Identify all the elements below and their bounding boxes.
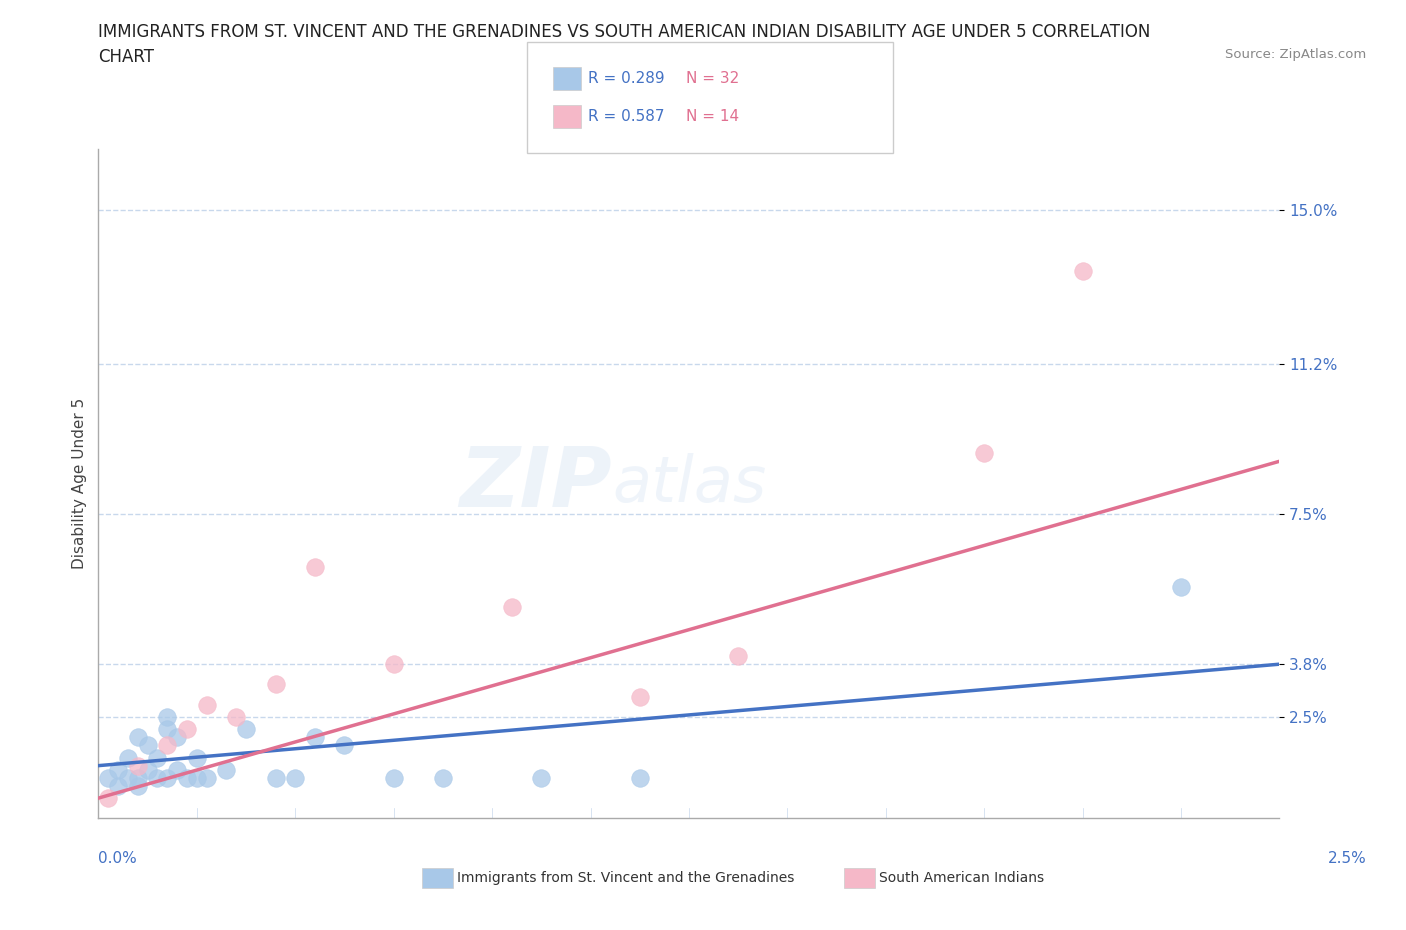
Text: South American Indians: South American Indians <box>879 870 1043 885</box>
Text: CHART: CHART <box>98 48 155 66</box>
Text: R = 0.587: R = 0.587 <box>588 109 664 124</box>
Text: N = 32: N = 32 <box>686 71 740 86</box>
Point <box>382 770 405 785</box>
Point <box>146 751 169 765</box>
Point <box>156 737 179 752</box>
Point <box>156 770 179 785</box>
Point <box>530 770 553 785</box>
Point <box>97 770 120 785</box>
Point <box>1071 263 1094 278</box>
Point <box>146 770 169 785</box>
Point <box>136 763 159 777</box>
Point <box>117 770 139 785</box>
Point <box>127 778 149 793</box>
Point <box>136 737 159 752</box>
Point <box>176 770 198 785</box>
Point <box>225 710 247 724</box>
Point <box>166 730 188 745</box>
Point <box>156 722 179 737</box>
Point <box>186 751 208 765</box>
Point <box>127 758 149 773</box>
Point <box>156 710 179 724</box>
Point <box>107 763 129 777</box>
Text: IMMIGRANTS FROM ST. VINCENT AND THE GRENADINES VS SOUTH AMERICAN INDIAN DISABILI: IMMIGRANTS FROM ST. VINCENT AND THE GREN… <box>98 23 1150 41</box>
Point <box>727 648 749 663</box>
Point <box>215 763 238 777</box>
Point <box>304 559 326 574</box>
Point <box>628 770 651 785</box>
Text: 2.5%: 2.5% <box>1327 851 1367 866</box>
Point <box>127 730 149 745</box>
Text: atlas: atlas <box>612 453 766 514</box>
Point <box>264 677 287 692</box>
Text: Immigrants from St. Vincent and the Grenadines: Immigrants from St. Vincent and the Gren… <box>457 870 794 885</box>
Point <box>97 790 120 805</box>
Point <box>1170 579 1192 594</box>
Text: N = 14: N = 14 <box>686 109 740 124</box>
Point <box>235 722 257 737</box>
Point <box>382 657 405 671</box>
Text: Source: ZipAtlas.com: Source: ZipAtlas.com <box>1226 48 1367 61</box>
Point <box>107 778 129 793</box>
Point <box>127 770 149 785</box>
Point <box>195 770 218 785</box>
Point <box>117 751 139 765</box>
Point <box>628 689 651 704</box>
Text: 0.0%: 0.0% <box>98 851 138 866</box>
Point <box>176 722 198 737</box>
Point <box>195 698 218 712</box>
Text: ZIP: ZIP <box>460 443 612 525</box>
Point <box>186 770 208 785</box>
Point <box>284 770 307 785</box>
Text: R = 0.289: R = 0.289 <box>588 71 664 86</box>
Point <box>304 730 326 745</box>
Point <box>264 770 287 785</box>
Point <box>973 445 995 460</box>
Y-axis label: Disability Age Under 5: Disability Age Under 5 <box>72 398 87 569</box>
Point <box>501 600 523 615</box>
Point <box>166 763 188 777</box>
Point <box>432 770 454 785</box>
Point <box>333 737 356 752</box>
